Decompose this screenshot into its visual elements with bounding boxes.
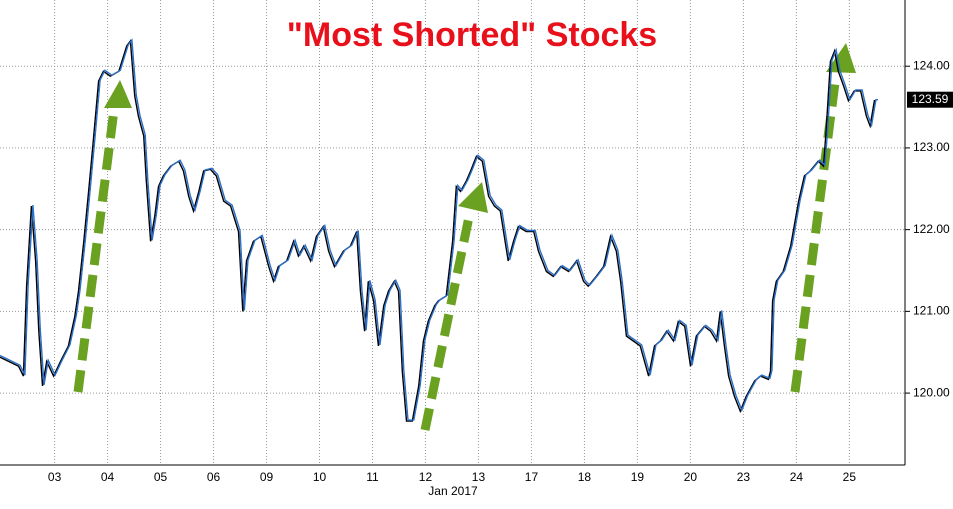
- x-tick-label: 05: [154, 470, 168, 484]
- x-tick-label: 10: [313, 470, 327, 484]
- line: [0, 38, 878, 421]
- x-tick-label: 23: [737, 470, 751, 484]
- y-tick-label: 123.00: [913, 140, 950, 154]
- x-tick-label: 09: [260, 470, 274, 484]
- arrows: [73, 43, 856, 431]
- y-tick-label: 120.00: [913, 385, 950, 399]
- x-tick-label: 11: [366, 470, 379, 484]
- x-axis-label: Jan 2017: [428, 484, 478, 498]
- line-shadow: [0, 39, 877, 422]
- x-tick-label: 03: [48, 470, 62, 484]
- x-tick-label: 13: [472, 470, 486, 484]
- y-tick-label: 124.00: [913, 58, 950, 72]
- x-tick-label: 04: [101, 470, 115, 484]
- x-tick-label: 17: [525, 470, 539, 484]
- x-tick-label: 12: [419, 470, 433, 484]
- arrow: [420, 211, 475, 431]
- x-tick-label: 06: [207, 470, 221, 484]
- y-tick-label: 122.00: [913, 222, 950, 236]
- y-tick-label: 121.00: [913, 304, 950, 318]
- x-tick-label: 20: [684, 470, 698, 484]
- arrow-head: [104, 80, 132, 108]
- chart-title: "Most Shorted" Stocks: [287, 16, 657, 54]
- x-tick-label: 19: [631, 470, 645, 484]
- x-tick-label: 18: [578, 470, 592, 484]
- arrow-head: [458, 182, 488, 213]
- x-tick-label: 25: [843, 470, 857, 484]
- last-value-label: 123.59: [912, 92, 949, 106]
- arrow-head: [826, 43, 856, 73]
- arrow: [790, 74, 841, 393]
- x-tick-label: 24: [790, 470, 804, 484]
- last-value-box: [907, 91, 953, 108]
- arrow: [73, 109, 119, 393]
